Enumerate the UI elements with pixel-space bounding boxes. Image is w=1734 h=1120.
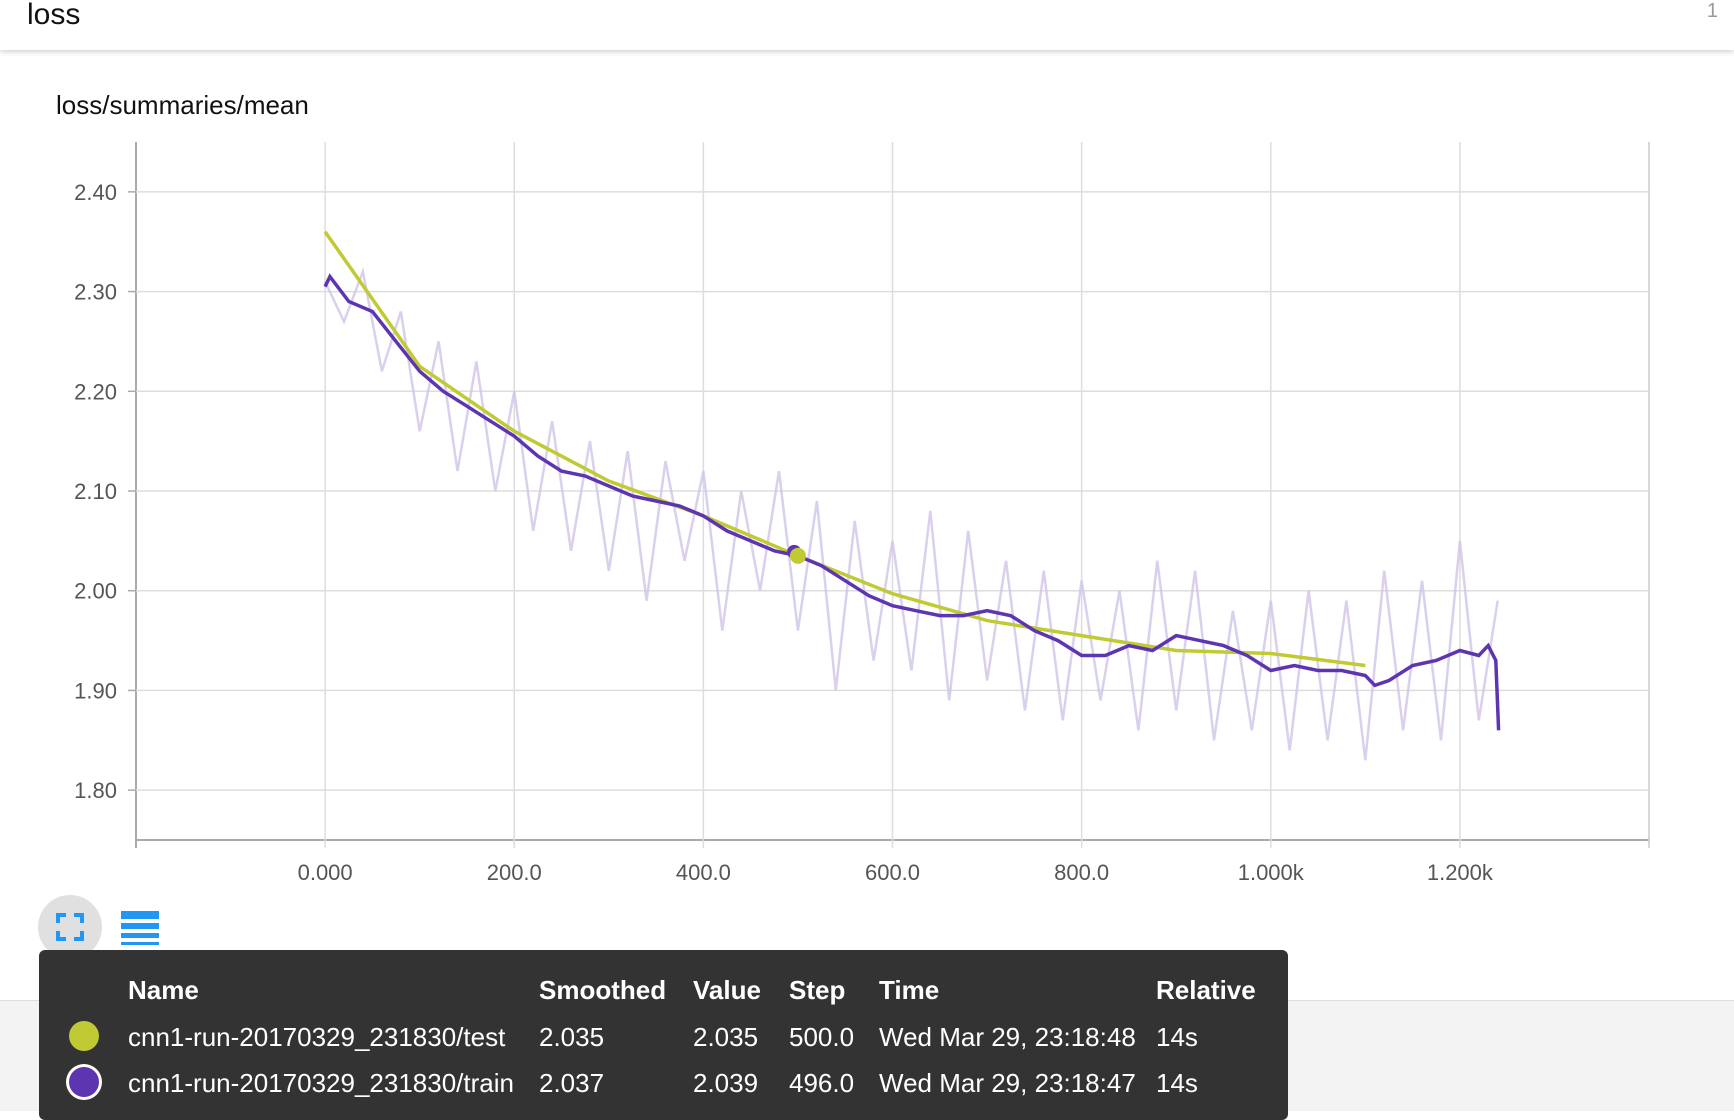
y-tick-label: 2.00: [74, 579, 117, 604]
x-tick-label: 400.0: [676, 860, 731, 885]
chart-title: loss/summaries/mean: [56, 90, 309, 120]
row-relative: 14s: [1156, 1022, 1198, 1052]
row-smoothed: 2.037: [539, 1068, 605, 1098]
header-relative: Relative: [1156, 975, 1256, 1005]
fullscreen-icon: [56, 913, 84, 941]
header-time: Time: [879, 975, 940, 1005]
row-name: cnn1-run-20170329_231830/train: [128, 1068, 514, 1098]
row-name: cnn1-run-20170329_231830/test: [128, 1022, 506, 1052]
row-step: 500.0: [789, 1022, 855, 1052]
row-step: 496.0: [789, 1068, 855, 1098]
header-name: Name: [128, 975, 199, 1005]
x-tick-label: 0.000: [298, 860, 353, 885]
header-value: Value: [693, 975, 761, 1005]
x-tick-label: 800.0: [1054, 860, 1109, 885]
row-time: Wed Mar 29, 23:18:47: [879, 1068, 1136, 1098]
tag-title: loss: [27, 0, 81, 31]
tag-count: 1: [1706, 0, 1718, 22]
x-tick-label: 600.0: [865, 860, 920, 885]
toggle-log-list-button[interactable]: [121, 911, 159, 945]
series-color-dot: [69, 1021, 99, 1051]
row-value: 2.039: [693, 1068, 759, 1098]
card-header: loss 1: [0, 0, 1734, 50]
y-tick-label: 1.90: [74, 678, 117, 703]
row-smoothed: 2.035: [539, 1022, 605, 1052]
x-tick-label: 200.0: [487, 860, 542, 885]
x-tick-label: 1.000k: [1238, 860, 1305, 885]
tooltip: Name Smoothed Value Step Time Relative c…: [39, 950, 1288, 1120]
list-icon: [121, 911, 159, 945]
y-tick-label: 2.20: [74, 379, 117, 404]
series-color-dot: [69, 1067, 99, 1097]
row-time: Wed Mar 29, 23:18:48: [879, 1022, 1136, 1052]
y-tick-label: 2.30: [74, 280, 117, 305]
row-value: 2.035: [693, 1022, 759, 1052]
train-raw-line: [323, 267, 1499, 761]
train-smoothed-line: [323, 273, 1501, 731]
y-tick-label: 2.40: [74, 180, 117, 205]
x-tick-label: 1.200k: [1427, 860, 1494, 885]
row-relative: 14s: [1156, 1068, 1198, 1098]
y-tick-label: 1.80: [74, 778, 117, 803]
fullscreen-button[interactable]: [38, 895, 102, 959]
test-smoothed-line: [323, 230, 1366, 668]
test-hover-point: [789, 547, 806, 564]
header-step: Step: [789, 975, 846, 1005]
loss-chart[interactable]: 1.80 1.90 2.00 2.10 2.20 2.30 2.40 0.000 200.0 40…: [0, 0, 1734, 900]
y-tick-label: 2.10: [74, 479, 117, 504]
header-smoothed: Smoothed: [539, 975, 667, 1005]
